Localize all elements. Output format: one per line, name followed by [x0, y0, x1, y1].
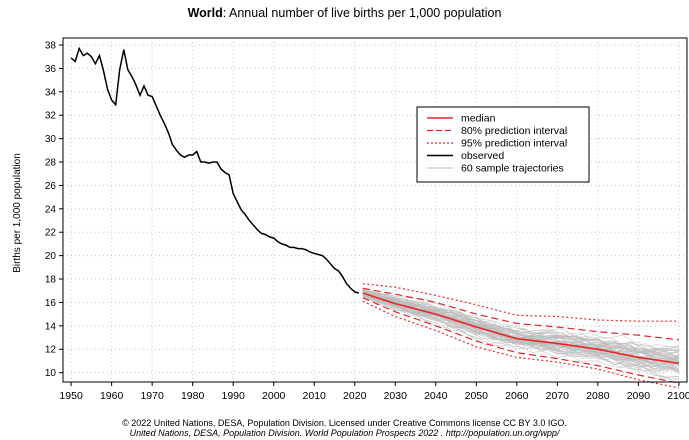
x-tick-label: 1960: [100, 390, 124, 402]
y-tick-label: 18: [45, 275, 57, 286]
sample-trajectory: [362, 290, 679, 365]
sample-trajectory: [362, 295, 680, 372]
y-tick-label: 38: [45, 41, 57, 52]
x-tick-label: 2070: [546, 390, 570, 402]
y-tick-label: 10: [45, 368, 57, 379]
grid-layer: [63, 38, 687, 382]
pi80-upper-line: [362, 287, 679, 341]
footer-citation: United Nations, DESA, Population Divisio…: [129, 428, 560, 438]
y-tick-label: 14: [45, 321, 57, 332]
pi95-lower-line: [362, 300, 680, 389]
pi80-lower-line: [362, 297, 680, 384]
prediction-intervals: [362, 283, 680, 389]
sample-trajectory: [362, 289, 680, 363]
y-tick-label: 16: [45, 298, 57, 309]
x-tick-label: 1970: [140, 390, 164, 402]
x-tick-label: 2060: [505, 390, 529, 402]
y-tick-label: 26: [45, 181, 57, 192]
chart-title-rest: : Annual number of live births per 1,000…: [222, 6, 502, 20]
x-tick-label: 2000: [262, 390, 286, 402]
y-tick-label: 32: [45, 111, 57, 122]
y-tick-label: 20: [45, 251, 57, 262]
footer-license: © 2022 United Nations, DESA, Population …: [122, 418, 567, 428]
observed-line: [70, 46, 360, 294]
y-axis-label: Births per 1,000 population: [12, 153, 23, 273]
chart-title-bold: World: [187, 6, 223, 20]
legend-label: 80% prediction interval: [461, 125, 567, 137]
y-tick-label: 24: [45, 204, 57, 215]
x-tick-label: 2010: [303, 390, 327, 402]
x-tick-label: 2040: [424, 390, 448, 402]
y-tick-label: 22: [45, 228, 57, 239]
y-tick-label: 30: [45, 134, 57, 145]
median-line: [362, 292, 680, 365]
y-tick-label: 34: [45, 87, 57, 98]
x-tick-label: 2080: [586, 390, 610, 402]
legend-label: 60 sample trajectories: [461, 163, 564, 175]
y-tick-label: 36: [45, 64, 57, 75]
main-lines: [70, 46, 680, 365]
x-tick-label: 2050: [465, 390, 489, 402]
x-tick-label: 2030: [384, 390, 408, 402]
sample-trajectory: [362, 290, 679, 355]
x-tick-label: 2090: [627, 390, 651, 402]
sample-trajectory: [362, 292, 679, 366]
legend-label: observed: [461, 150, 504, 162]
plot-frame: [62, 37, 688, 383]
legend-box: [416, 106, 590, 183]
x-tick-label: 1990: [222, 390, 246, 402]
legend-label: 95% prediction interval: [461, 138, 567, 150]
sample-trajectory: [362, 289, 679, 351]
x-tick-label: 1950: [59, 390, 83, 402]
x-tick-label: 2100: [667, 390, 689, 402]
y-tick-label: 12: [45, 345, 57, 356]
legend-label: median: [461, 113, 496, 125]
axes: 1950 1960 1970 1980 1990 2000 2010 2020 2030 2040…: [45, 37, 689, 402]
y-tick-label: 28: [45, 158, 57, 169]
pi95-upper-line: [362, 283, 679, 322]
x-tick-label: 1980: [181, 390, 205, 402]
chart-title: World: Annual number of live births per …: [0, 6, 689, 20]
x-tick-label: 2020: [343, 390, 367, 402]
